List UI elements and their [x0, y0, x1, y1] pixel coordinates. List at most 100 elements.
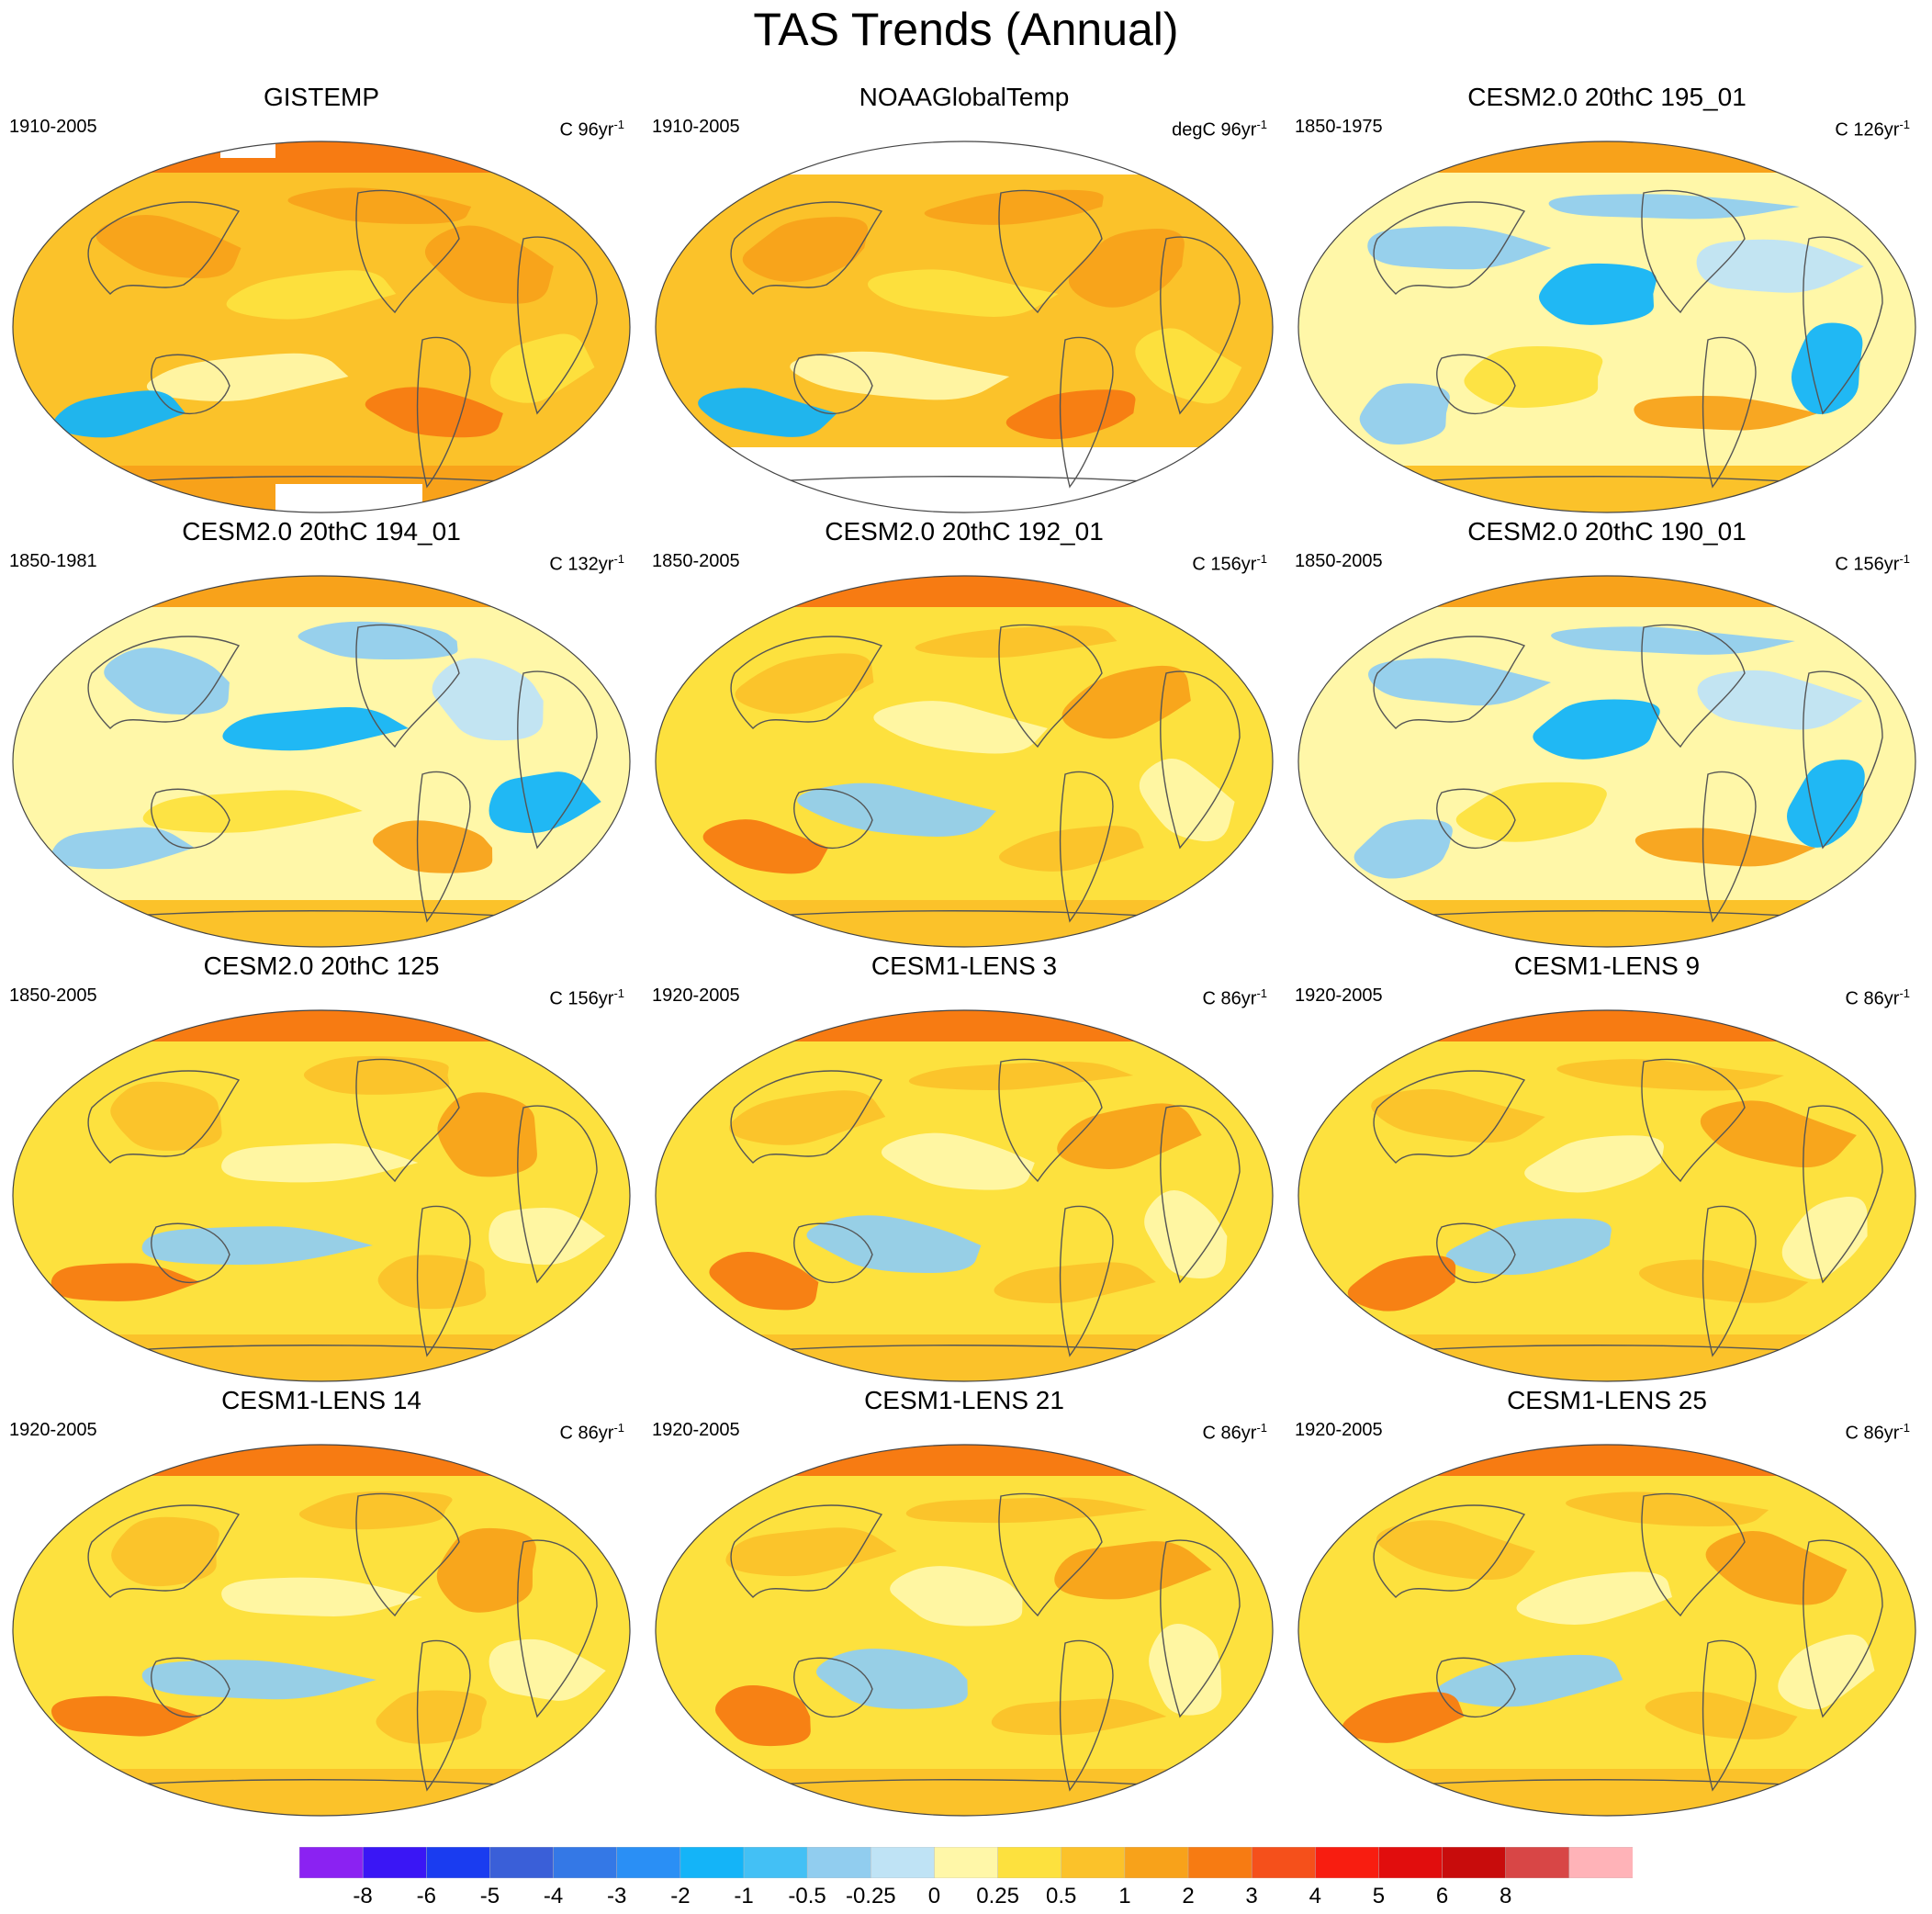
trend-region: [142, 790, 363, 833]
map-border: [12, 575, 631, 948]
trend-region: [709, 1251, 819, 1311]
coastline: [416, 1639, 471, 1792]
panel-title: CESM1-LENS 25: [1507, 1386, 1707, 1414]
coastline: [151, 788, 230, 850]
coastline: [1641, 624, 1746, 749]
map-panel: CESM2.0 20thC 125 1850-2005 C 156yr-1: [0, 951, 643, 1387]
antarctic-band: [13, 1769, 630, 1816]
units-base: C 156yr: [549, 988, 614, 1009]
coastline: [355, 189, 460, 314]
panel-units: C 126yr-1: [1835, 114, 1910, 141]
trend-region: [287, 187, 472, 224]
panel-title: CESM2.0 20thC 125: [203, 951, 440, 980]
panel-units: C 96yr-1: [560, 114, 624, 141]
antarctic-band: [1298, 1334, 1915, 1381]
trend-region: [1787, 760, 1865, 848]
panel-units: C 86yr-1: [1846, 1417, 1910, 1445]
colorbar-swatch: [1442, 1847, 1507, 1878]
units-exponent: -1: [1899, 986, 1910, 1000]
trend-map: [655, 575, 1274, 948]
trend-region: [141, 1660, 376, 1700]
panel-title: CESM1-LENS 14: [221, 1386, 421, 1414]
panel-period: 1850-1975: [1295, 117, 1383, 137]
coastline: [1702, 1205, 1757, 1357]
trend-region: [1645, 1691, 1798, 1739]
arctic-band: [1298, 1445, 1915, 1476]
colorbar-swatch: [871, 1847, 936, 1878]
coastline: [1160, 670, 1241, 850]
units-base: C 126yr: [1835, 119, 1900, 141]
coastline: [1702, 1639, 1757, 1792]
trend-region: [1638, 1259, 1809, 1303]
trend-region: [146, 353, 349, 402]
coastline: [87, 636, 241, 729]
trend-region: [1367, 226, 1552, 270]
trend-map: [1297, 141, 1916, 513]
panel-units: C 156yr-1: [1192, 548, 1267, 576]
map-border: [655, 575, 1274, 948]
coastline: [355, 1492, 460, 1617]
trend-map: [1297, 575, 1916, 948]
panel-units: C 156yr-1: [549, 983, 624, 1010]
colorbar-swatch: [553, 1847, 618, 1878]
trend-region: [1524, 1135, 1664, 1193]
trend-region: [1054, 1541, 1212, 1600]
coastline: [416, 336, 471, 489]
panel-period: 1920-2005: [652, 985, 740, 1006]
colorbar: [299, 1847, 1633, 1878]
trend-region: [1149, 1624, 1222, 1716]
map-panel: CESM1-LENS 3 1920-2005 C 86yr-1: [643, 951, 1286, 1387]
arctic-band: [1298, 1010, 1915, 1041]
coastline: [151, 1657, 230, 1718]
trend-region: [226, 270, 397, 320]
colorbar-swatch: [1061, 1847, 1126, 1878]
colorbar-swatch: [1124, 1847, 1189, 1878]
panel-period: 1850-2005: [652, 551, 740, 571]
trend-region: [868, 269, 1059, 317]
trend-region: [729, 1090, 886, 1145]
colorbar-label: 0.5: [1046, 1884, 1077, 1908]
trend-region: [424, 225, 554, 304]
trend-region: [1445, 1218, 1612, 1276]
colorbar-swatch: [1568, 1847, 1633, 1878]
coastline: [998, 189, 1103, 314]
trend-region: [53, 390, 186, 438]
map-border: [1297, 575, 1916, 948]
coastline: [355, 1058, 460, 1183]
coastline: [87, 1070, 241, 1164]
panel-units: C 86yr-1: [560, 1417, 624, 1445]
colorbar-swatch: [1505, 1847, 1570, 1878]
map-border: [12, 141, 631, 513]
units-base: C 96yr: [559, 119, 614, 141]
units-base: C 156yr: [1835, 554, 1900, 575]
coastline: [1160, 1539, 1241, 1718]
coastline: [1160, 236, 1241, 415]
panel-period: 1850-1981: [9, 551, 97, 571]
coastline: [87, 201, 241, 295]
antarctic-band: [656, 900, 1273, 947]
coastline: [1373, 201, 1526, 295]
trend-region: [298, 1491, 453, 1530]
units-exponent: -1: [613, 986, 624, 1000]
panel-title: CESM2.0 20thC 195_01: [1467, 83, 1747, 111]
colorbar-swatch: [680, 1847, 745, 1878]
panel-title: NOAAGlobalTemp: [859, 83, 1070, 111]
antarctic-band: [1298, 900, 1915, 947]
coastline: [1373, 1504, 1526, 1598]
coastline: [517, 670, 598, 850]
trend-region: [1556, 1059, 1784, 1091]
arctic-band: [1298, 576, 1915, 607]
coastline: [793, 1657, 873, 1718]
map-panel: CESM2.0 20thC 192_01 1850-2005 C 156yr-1: [643, 517, 1286, 952]
units-exponent: -1: [1256, 986, 1267, 1000]
colorbar-swatch: [997, 1847, 1062, 1878]
trend-region: [890, 1566, 1023, 1627]
trend-region: [1342, 1692, 1465, 1743]
coastline: [998, 624, 1103, 749]
trend-region: [1368, 658, 1551, 706]
coastline: [793, 354, 873, 415]
map-border: [1297, 141, 1916, 513]
panel-units: C 156yr-1: [1835, 548, 1910, 576]
trend-region: [742, 217, 869, 282]
coastline: [730, 1070, 883, 1164]
